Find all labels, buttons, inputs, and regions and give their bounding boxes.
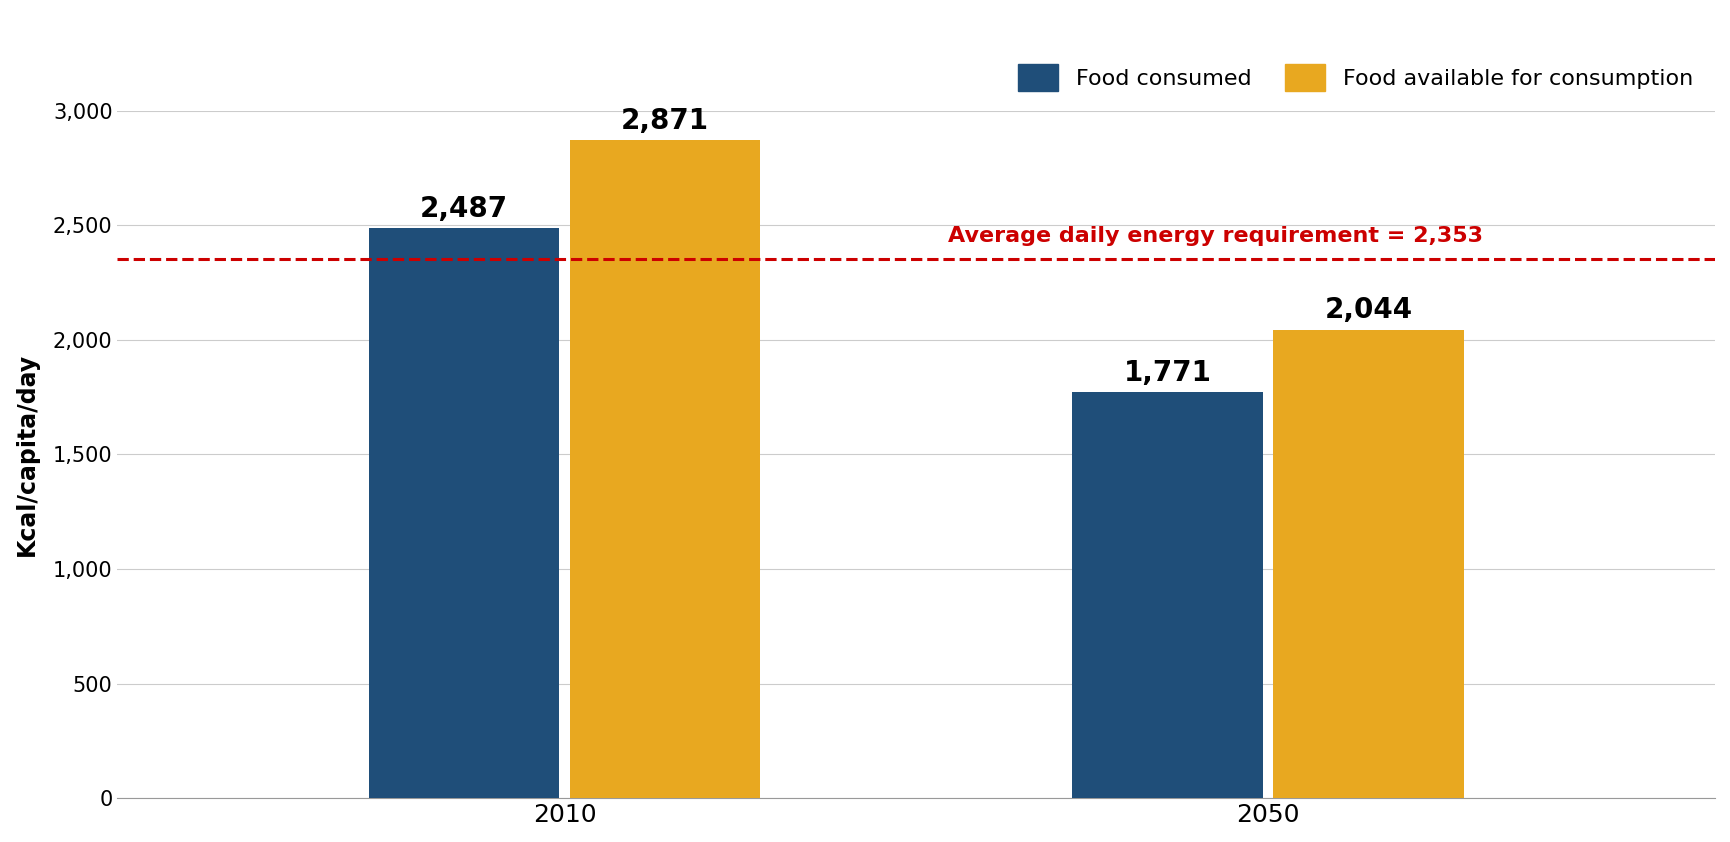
Bar	[368, 228, 559, 798]
Bar	[1073, 392, 1263, 798]
Text: Average daily energy requirement = 2,353: Average daily energy requirement = 2,353	[948, 226, 1483, 247]
Bar	[569, 141, 761, 798]
Legend: Food consumed, Food available for consumption: Food consumed, Food available for consum…	[1007, 53, 1704, 103]
Text: 2,487: 2,487	[420, 195, 509, 222]
Text: 2,871: 2,871	[621, 107, 709, 135]
Text: 2,044: 2,044	[1323, 296, 1412, 324]
Y-axis label: Kcal/capita/day: Kcal/capita/day	[16, 353, 40, 556]
Bar	[1273, 330, 1464, 798]
Text: 1,771: 1,771	[1123, 359, 1211, 386]
